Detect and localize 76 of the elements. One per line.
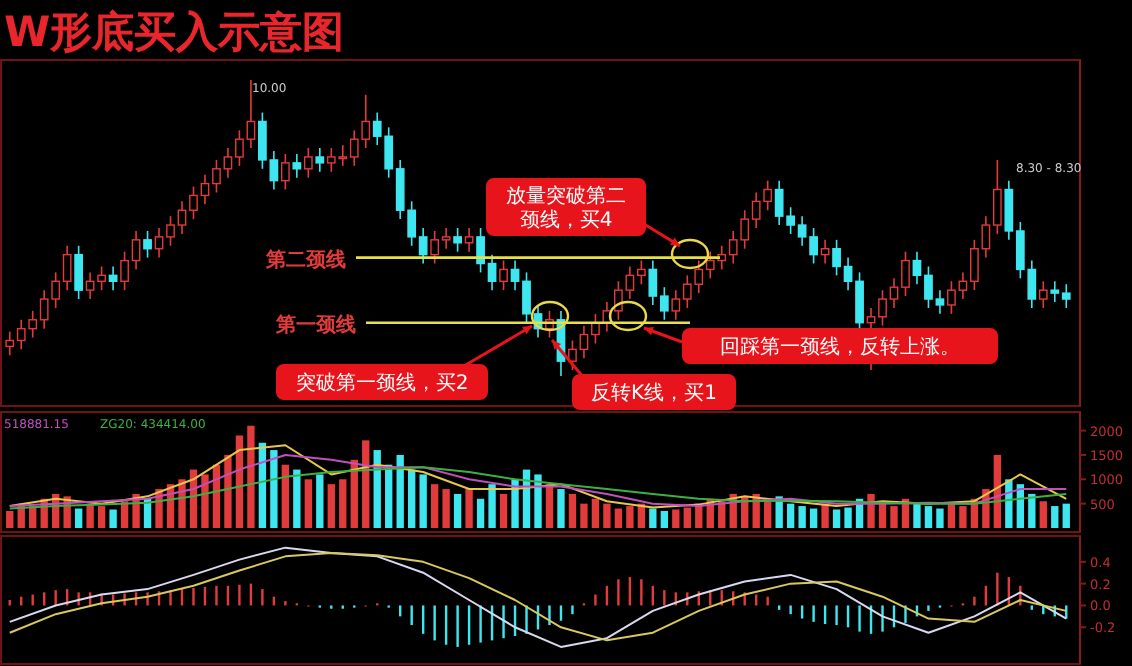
- bar: [1051, 506, 1059, 528]
- bar: [832, 509, 841, 528]
- bar: [201, 474, 209, 528]
- annotation: 放量突破第二颈线，买4: [506, 184, 626, 232]
- annotation: 突破第一颈线，买2: [295, 371, 469, 395]
- bar: [1039, 501, 1047, 528]
- ref-line-label: 第二颈线: [264, 247, 346, 272]
- candlestick: [1038, 280, 1048, 309]
- candlestick: [74, 244, 84, 300]
- bar: [408, 469, 416, 528]
- bar: [316, 474, 324, 528]
- bar: [913, 503, 921, 528]
- annotation: 回踩第一颈线，反转上涨。: [720, 335, 960, 359]
- candlestick: [292, 153, 302, 179]
- bar: [603, 503, 611, 528]
- bar: [396, 454, 404, 528]
- candlestick: [303, 147, 313, 179]
- bar: [339, 479, 347, 528]
- bar: [568, 493, 577, 528]
- bar: [499, 493, 508, 528]
- bar: [660, 510, 668, 528]
- bar: [557, 489, 565, 528]
- bar: [293, 469, 301, 528]
- candlestick: [464, 227, 474, 253]
- bar: [878, 503, 887, 528]
- bar: [224, 454, 232, 528]
- bar: [86, 503, 94, 528]
- bar: [281, 464, 290, 528]
- bar: [109, 509, 117, 528]
- bar: [1062, 503, 1070, 528]
- candlestick: [453, 227, 462, 253]
- bar: [511, 479, 519, 528]
- bar: [327, 484, 335, 528]
- bar: [442, 489, 450, 528]
- bar: [936, 508, 944, 528]
- bar: [890, 506, 898, 528]
- candlestick: [499, 259, 508, 291]
- bar: [809, 508, 818, 528]
- bar: [270, 450, 278, 528]
- bar: [465, 489, 473, 528]
- bar: [591, 498, 600, 528]
- candlestick: [108, 265, 118, 291]
- bar: [844, 507, 852, 528]
- line-series: [8, 466, 1068, 510]
- candlestick: [280, 153, 290, 191]
- bar: [959, 506, 967, 528]
- candlestick: [820, 239, 830, 265]
- bar: [683, 507, 691, 528]
- bar: [924, 506, 933, 528]
- bar: [430, 484, 439, 528]
- bar: [74, 508, 83, 528]
- bar: [488, 484, 496, 528]
- chart-title: W形底买入示意图: [4, 8, 345, 56]
- text: 反转K线，买1: [591, 381, 717, 405]
- bar: [786, 503, 795, 528]
- bar: [6, 510, 14, 528]
- ref-line-label: 第一颈线: [274, 312, 356, 337]
- bar: [476, 498, 485, 528]
- candlestick: [143, 230, 152, 259]
- candlestick: [315, 147, 325, 173]
- bar: [534, 474, 542, 528]
- line-series: [8, 444, 1068, 509]
- bar: [614, 508, 623, 528]
- bar: [626, 506, 634, 528]
- bar: [247, 425, 255, 528]
- bar: [580, 503, 588, 528]
- bar: [97, 506, 106, 528]
- bar: [649, 508, 657, 528]
- line-series: [8, 453, 1068, 508]
- bar: [304, 479, 312, 528]
- bar: [798, 506, 806, 528]
- bar: [453, 493, 462, 528]
- bar: [821, 503, 829, 528]
- bar: [419, 474, 427, 528]
- bar: [672, 509, 680, 528]
- bar: [947, 503, 956, 528]
